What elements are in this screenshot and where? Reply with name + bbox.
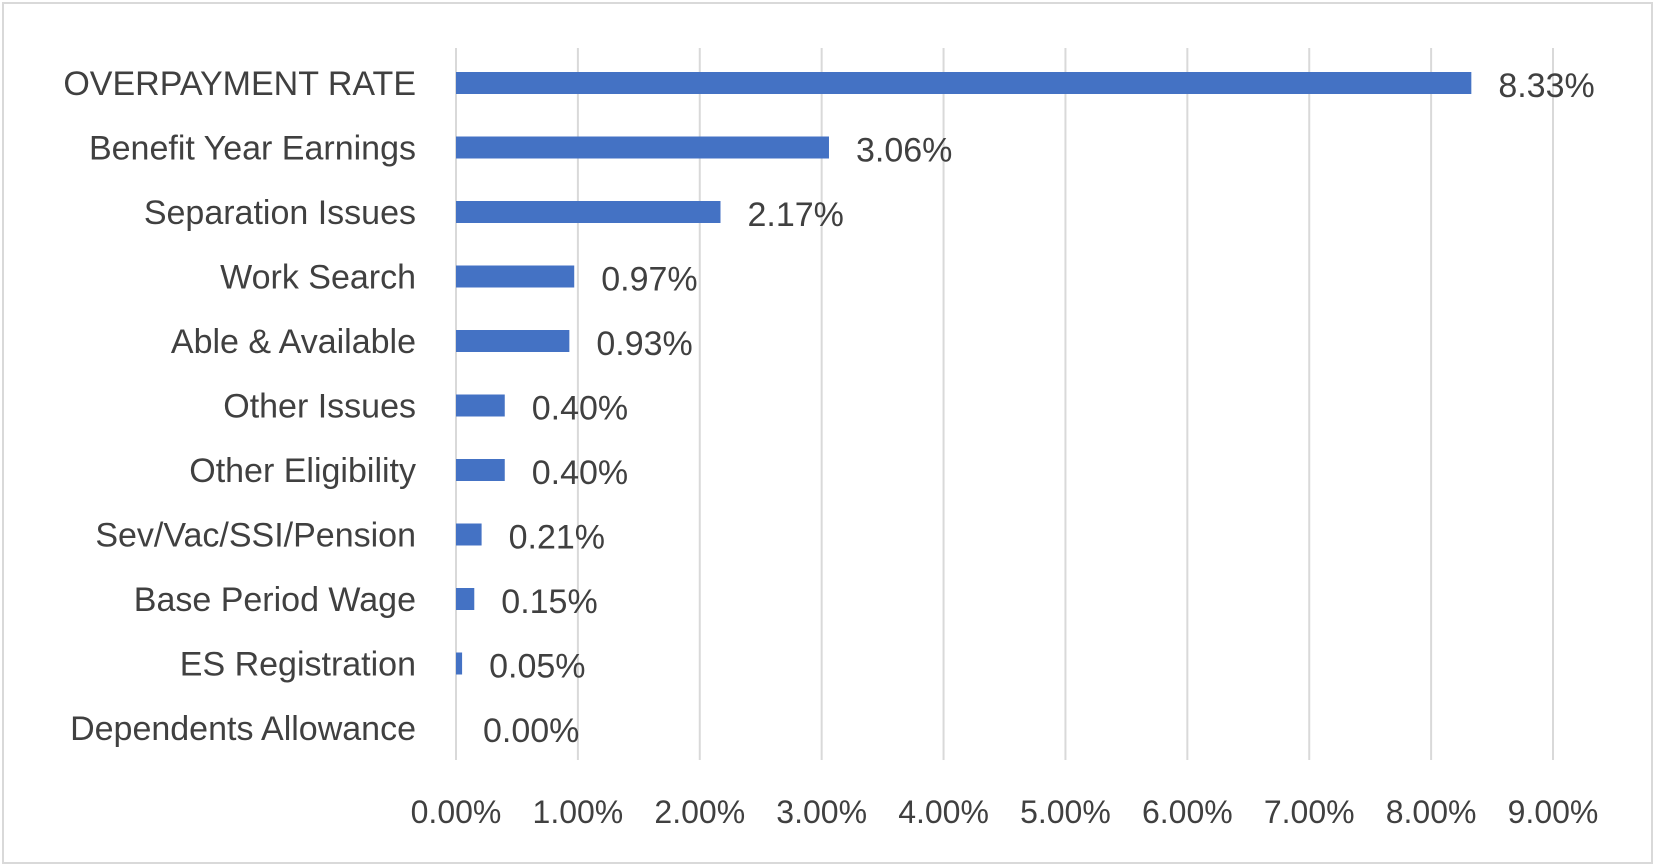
bar: [456, 72, 1472, 94]
bar: [456, 330, 570, 352]
bar: [456, 394, 505, 417]
bar: [456, 201, 721, 223]
data-label: 2.17%: [747, 196, 843, 234]
bar: [456, 459, 505, 481]
x-tick-label: 0.00%: [411, 794, 502, 830]
data-labels: 8.33% 3.06% 2.17% 0.97% 0.93% 0.40% 0.40% 0.21%…: [483, 67, 1595, 750]
category-label: Sev/Vac/SSI/Pension: [95, 517, 416, 555]
bar: [456, 136, 829, 159]
gridlines: [455, 48, 1554, 760]
bar: [456, 523, 482, 546]
x-tick-label: 9.00%: [1508, 794, 1599, 830]
data-label: 0.15%: [501, 583, 597, 621]
x-axis-ticks: 0.00% 1.00% 2.00% 3.00% 4.00% 5.00% 6.00% 7.00%…: [411, 794, 1599, 830]
x-tick-label: 7.00%: [1264, 794, 1355, 830]
x-tick-label: 2.00%: [654, 794, 745, 830]
category-label: Benefit Year Earnings: [89, 130, 416, 168]
bar: [456, 652, 463, 675]
x-tick-label: 8.00%: [1386, 794, 1477, 830]
category-labels: OVERPAYMENT RATE Benefit Year Earnings Sep…: [63, 65, 416, 748]
category-label: Dependents Allowance: [70, 710, 416, 748]
bar: [456, 588, 475, 610]
data-label: 3.06%: [856, 132, 952, 170]
x-tick-label: 1.00%: [533, 794, 624, 830]
category-label: Work Search: [220, 259, 416, 297]
data-label: 0.40%: [532, 454, 628, 492]
category-label: Other Issues: [223, 388, 416, 426]
x-tick-label: 3.00%: [776, 794, 867, 830]
bars: [456, 72, 1472, 675]
category-label: Other Eligibility: [189, 452, 416, 490]
data-label: 0.93%: [596, 325, 692, 363]
category-label: OVERPAYMENT RATE: [63, 65, 416, 103]
data-label: 0.00%: [483, 712, 579, 750]
data-label: 0.40%: [532, 390, 628, 428]
category-label: Base Period Wage: [134, 581, 416, 619]
data-label: 0.05%: [489, 648, 585, 686]
data-label: 0.97%: [601, 261, 697, 299]
data-label: 8.33%: [1498, 67, 1594, 105]
x-tick-label: 6.00%: [1142, 794, 1233, 830]
data-label: 0.21%: [509, 519, 605, 557]
bar: [456, 265, 575, 288]
category-label: Separation Issues: [144, 194, 416, 232]
category-label: ES Registration: [180, 646, 416, 684]
category-label: Able & Available: [171, 323, 416, 361]
x-tick-label: 5.00%: [1020, 794, 1111, 830]
x-tick-label: 4.00%: [898, 794, 989, 830]
